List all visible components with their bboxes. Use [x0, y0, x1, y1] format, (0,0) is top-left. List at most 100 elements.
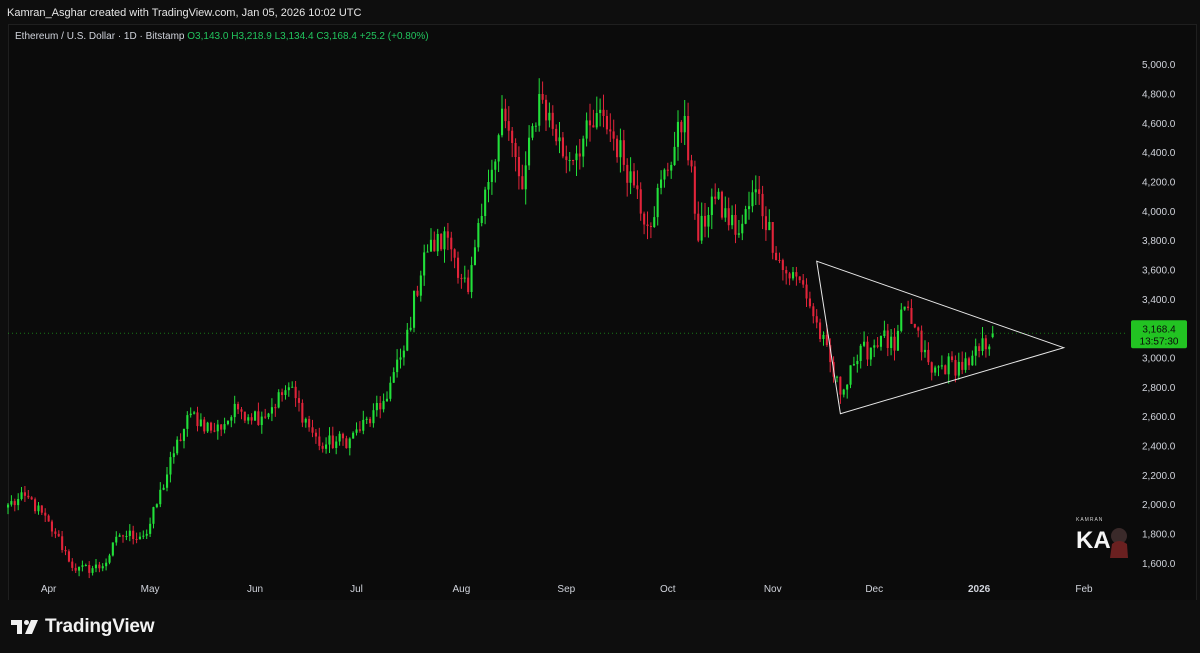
candle-body [34, 499, 37, 512]
candle-body [13, 501, 16, 506]
candle-body [714, 196, 717, 199]
candle-body [125, 536, 128, 537]
candle-body [467, 277, 470, 292]
candle-body [328, 435, 331, 445]
candle-body [511, 130, 514, 143]
ohlc-close: C3,168.4 [316, 31, 357, 42]
y-tick-label: 3,600.0 [1142, 266, 1176, 277]
candle-body [169, 457, 172, 475]
candle-body [643, 213, 646, 225]
candle-body [135, 539, 138, 540]
tradingview-brand[interactable]: TradingView [11, 616, 155, 638]
candle-body [534, 125, 537, 127]
candle-body [385, 398, 388, 402]
candle-body [406, 329, 409, 351]
candle-body [247, 417, 250, 421]
watermark-logo-text: KA [1076, 527, 1111, 554]
candle-body [94, 564, 97, 569]
candle-body [341, 433, 344, 439]
candle-body [463, 277, 466, 279]
candle-body [355, 429, 358, 433]
candle-body [206, 422, 209, 432]
watermark-caption: KAMRAN [1076, 517, 1103, 523]
candle-body [551, 112, 554, 129]
candle-body [744, 209, 747, 224]
candle-body [555, 128, 558, 142]
y-tick-label: 2,600.0 [1142, 412, 1176, 423]
candle-body [152, 507, 155, 524]
candle-body [50, 521, 53, 532]
candle-body [314, 432, 317, 437]
candle-body [717, 191, 720, 199]
candle-body [308, 418, 311, 428]
candle-body [592, 125, 595, 128]
candle-body [105, 562, 108, 567]
candle-body [863, 341, 866, 346]
y-tick-label: 4,200.0 [1142, 178, 1176, 189]
candle-body [182, 428, 185, 441]
candle-body [541, 94, 544, 100]
candle-body [78, 566, 81, 571]
candle-body [981, 338, 984, 351]
candle-body [71, 561, 74, 568]
candle-body [670, 165, 673, 171]
candle-body [900, 309, 903, 331]
candle-body [426, 251, 429, 253]
candle-body [501, 108, 504, 136]
candle-body [849, 365, 852, 385]
candle-body [727, 208, 730, 226]
candle-body [575, 153, 578, 161]
x-tick-label: Aug [453, 584, 471, 595]
candle-body [128, 530, 131, 536]
candle-body [257, 411, 260, 425]
candle-body [531, 126, 534, 138]
candle-body [961, 361, 964, 370]
candle-body [561, 137, 564, 157]
candle-body [166, 474, 169, 488]
candle-body [822, 334, 825, 339]
candle-body [974, 346, 977, 356]
candle-body [954, 360, 957, 376]
chart-pane[interactable] [8, 24, 1197, 601]
y-tick-label: 3,800.0 [1142, 236, 1176, 247]
candle-body [335, 441, 338, 448]
candle-body [795, 272, 798, 277]
candle-body [457, 257, 460, 278]
candle-body [281, 392, 284, 395]
candle-body [477, 223, 480, 248]
candle-body [923, 349, 926, 353]
x-tick-label: Apr [41, 584, 57, 595]
candle-body [392, 372, 395, 383]
candle-body [991, 333, 994, 337]
candle-body [284, 390, 287, 395]
candle-body [978, 346, 981, 351]
candle-body [639, 189, 642, 214]
candle-body [947, 356, 950, 375]
candle-body [23, 492, 26, 496]
candle-body [731, 215, 734, 226]
candle-body [267, 413, 270, 418]
candle-body [159, 489, 162, 505]
candle-body [101, 566, 104, 569]
candle-body [210, 422, 213, 431]
candle-body [612, 131, 615, 139]
ohlc-open: O3,143.0 [187, 31, 229, 42]
candle-body [155, 504, 158, 508]
candle-body [599, 109, 602, 113]
candle-body [84, 565, 87, 566]
candle-body [768, 222, 771, 231]
candle-body [917, 327, 920, 331]
candle-body [616, 138, 619, 158]
candle-body [369, 418, 372, 424]
avatar-body [1110, 541, 1128, 558]
candle-body [348, 438, 351, 449]
candle-body [504, 108, 507, 122]
candle-body [649, 226, 652, 227]
candle-body [199, 419, 202, 427]
candle-body [771, 222, 774, 253]
candle-body [528, 137, 531, 166]
candle-body [413, 290, 416, 328]
candle-body [944, 365, 947, 375]
candle-body [186, 415, 189, 429]
